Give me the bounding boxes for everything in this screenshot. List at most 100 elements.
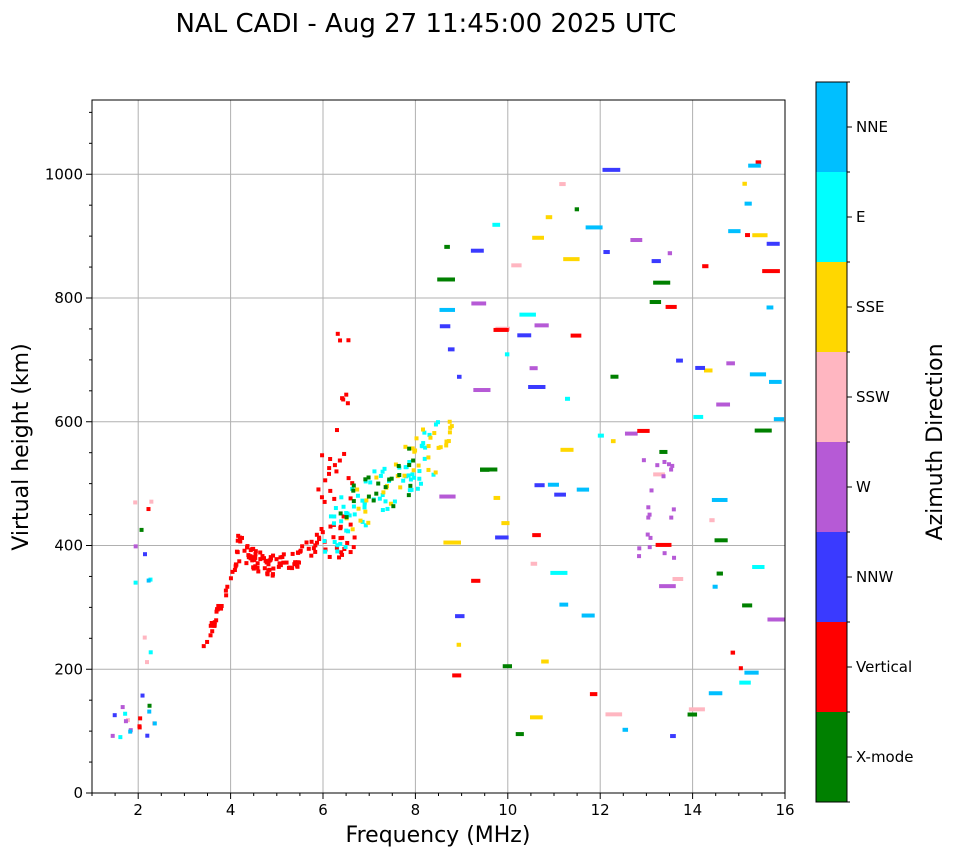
- echo-point: [322, 538, 327, 543]
- echo-point: [351, 488, 356, 493]
- echo-point: [342, 546, 347, 551]
- echo-point: [426, 444, 431, 449]
- echo-point: [380, 493, 385, 498]
- echo-point: [585, 225, 603, 230]
- echo-point: [284, 560, 289, 565]
- echo-point: [407, 463, 412, 468]
- echo-point: [655, 542, 672, 547]
- x-tick-label: 4: [226, 801, 236, 819]
- echo-point: [397, 473, 402, 478]
- echo-point: [415, 486, 420, 491]
- echo-point: [560, 447, 574, 452]
- echo-point: [309, 553, 314, 558]
- echo-point: [313, 549, 318, 554]
- echo-point: [452, 673, 462, 678]
- echo-point: [341, 397, 346, 402]
- echo-point: [142, 635, 147, 640]
- echo-point: [215, 607, 220, 612]
- echo-point: [702, 264, 709, 269]
- echo-point: [576, 487, 590, 492]
- echo-point: [665, 304, 677, 309]
- echo-point: [345, 540, 350, 545]
- colorbar-label: X-mode: [856, 748, 913, 766]
- y-tick-label: 800: [54, 289, 83, 307]
- echo-point: [326, 471, 331, 476]
- echo-point: [255, 565, 260, 570]
- echo-point: [655, 463, 660, 468]
- echo-point: [332, 540, 337, 545]
- echo-point: [350, 527, 355, 532]
- echo-point: [128, 729, 133, 734]
- echo-point: [391, 504, 396, 509]
- echo-point: [597, 433, 604, 438]
- echo-point: [268, 556, 273, 561]
- echo-point: [262, 566, 267, 571]
- echo-point: [348, 550, 353, 555]
- echo-point: [256, 569, 261, 574]
- echo-point: [739, 680, 751, 685]
- echo-point: [232, 567, 237, 572]
- echo-point: [265, 571, 270, 576]
- echo-point: [480, 467, 498, 472]
- colorbar-segment: [816, 622, 847, 712]
- echo-point: [622, 727, 629, 732]
- echo-point: [439, 324, 451, 329]
- echo-point: [347, 513, 352, 518]
- echo-point: [730, 650, 736, 655]
- echo-point: [363, 523, 368, 528]
- echo-point: [426, 467, 431, 472]
- echo-point: [144, 660, 149, 665]
- echo-point: [351, 504, 356, 509]
- echo-point: [146, 578, 151, 583]
- echo-point: [773, 417, 785, 422]
- echo-point: [146, 507, 151, 512]
- echo-point: [393, 462, 398, 467]
- echo-point: [216, 603, 221, 608]
- echo-point: [147, 703, 152, 708]
- echo-point: [317, 535, 322, 540]
- echo-point: [449, 424, 454, 429]
- echo-point: [676, 358, 683, 363]
- echo-point: [323, 478, 328, 483]
- echo-point: [348, 496, 353, 501]
- echo-point: [411, 468, 416, 473]
- echo-point: [377, 496, 382, 501]
- echo-point: [646, 515, 651, 520]
- echo-point: [378, 473, 383, 478]
- colorbar-title: Azimuth Direction: [923, 343, 948, 540]
- echo-point: [417, 476, 422, 481]
- x-tick-label: 8: [411, 801, 421, 819]
- echo-point: [112, 713, 117, 718]
- echo-point: [534, 483, 545, 488]
- echo-point: [328, 457, 333, 462]
- echo-point: [374, 475, 379, 480]
- echo-point: [360, 498, 365, 503]
- colorbar-label: NNW: [856, 568, 893, 586]
- echo-point: [345, 401, 350, 406]
- x-tick-label: 6: [318, 801, 328, 819]
- echo-point: [118, 735, 123, 740]
- echo-point: [455, 614, 465, 619]
- echo-point: [152, 721, 157, 726]
- echo-point: [547, 482, 559, 487]
- echo-point: [398, 485, 403, 490]
- echo-point: [703, 368, 713, 373]
- echo-point: [589, 692, 598, 697]
- echo-point: [311, 546, 316, 551]
- echo-point: [752, 565, 765, 570]
- echo-point: [309, 539, 314, 544]
- echo-point: [293, 560, 298, 565]
- echo-point: [334, 428, 339, 433]
- echo-point: [338, 338, 343, 343]
- echo-point: [532, 533, 541, 538]
- echo-point: [383, 499, 388, 504]
- echo-point: [653, 472, 665, 477]
- echo-point: [333, 506, 338, 511]
- echo-point: [745, 233, 750, 238]
- echo-point: [433, 422, 438, 427]
- echo-point: [366, 475, 371, 480]
- echo-point: [649, 300, 662, 305]
- x-axis-label: Frequency (MHz): [346, 823, 531, 848]
- echo-point: [402, 473, 407, 478]
- echo-point: [563, 257, 580, 262]
